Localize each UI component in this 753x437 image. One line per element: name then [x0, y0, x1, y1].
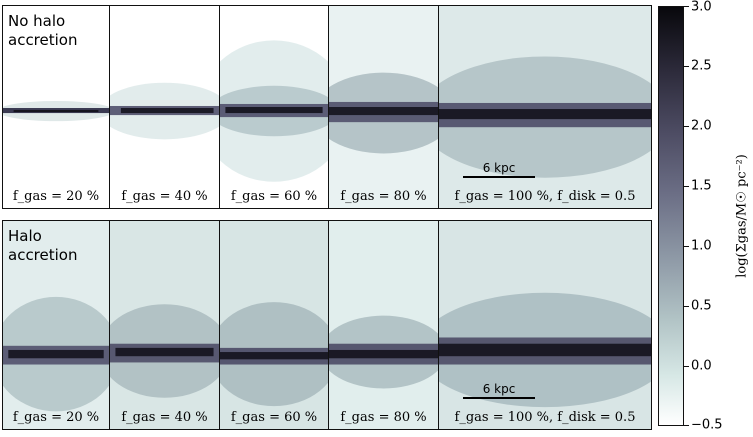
- colorbar-tick-label: 0.0: [691, 358, 712, 374]
- panel-no-halo-fgas-80: f_gas = 80 %: [329, 6, 439, 208]
- row-halo-accretion: Halo accretion f_gas = 20 % f_gas = 40 %…: [2, 220, 652, 430]
- scale-bar-label: 6 kpc: [482, 161, 516, 175]
- row-no-halo-accretion: No halo accretion f_gas = 20 % f_gas = 4…: [2, 5, 652, 209]
- colorbar-tick-label: 1.0: [691, 238, 712, 254]
- scale-bar-label: 6 kpc: [482, 382, 516, 396]
- panel-label: f_gas = 20 %: [12, 189, 100, 204]
- colorbar-tick: [684, 246, 689, 247]
- panel-halo-fgas-80: f_gas = 80 %: [329, 221, 439, 429]
- panel-label: f_gas = 80 %: [340, 410, 427, 425]
- scale-bar: 6 kpc: [463, 161, 535, 178]
- scale-bar: 6 kpc: [463, 382, 535, 399]
- colorbar-label: log(Σgas/M☉ pc⁻²): [734, 154, 750, 278]
- colorbar-tick-label: 1.5: [691, 178, 712, 194]
- panel-label: f_gas = 60 %: [230, 410, 318, 425]
- panel-label: f_gas = 60 %: [230, 189, 318, 204]
- colorbar-tick: [684, 425, 689, 426]
- panel-halo-fgas-100: 6 kpc f_gas = 100 %, f_disk = 0.5: [439, 221, 651, 429]
- colorbar-tick-label: 0.5: [691, 298, 712, 314]
- panel-label: f_gas = 40 %: [121, 189, 208, 204]
- panel-halo-fgas-40: f_gas = 40 %: [110, 221, 220, 429]
- colorbar-tick: [684, 306, 689, 307]
- row-label-no-halo: No halo accretion: [8, 12, 78, 49]
- colorbar-tick: [684, 66, 689, 67]
- colorbar-tick-label: 2.5: [691, 58, 712, 74]
- panel-label: f_gas = 40 %: [121, 410, 208, 425]
- scale-bar-line: [463, 397, 535, 399]
- scale-bar-line: [463, 176, 535, 178]
- panel-label: f_gas = 100 %, f_disk = 0.5: [454, 189, 636, 204]
- panel-no-halo-fgas-20: No halo accretion f_gas = 20 %: [3, 6, 110, 208]
- colorbar-tick: [684, 126, 689, 127]
- panel-no-halo-fgas-100: 6 kpc f_gas = 100 %, f_disk = 0.5: [439, 6, 651, 208]
- panel-label: f_gas = 20 %: [12, 410, 100, 425]
- panel-halo-fgas-60: f_gas = 60 %: [220, 221, 329, 429]
- row-label-halo: Halo accretion: [8, 227, 78, 264]
- colorbar-tick-label: 3.0: [691, 0, 712, 15]
- panel-halo-fgas-20: Halo accretion f_gas = 20 %: [3, 221, 110, 429]
- panel-no-halo-fgas-60: f_gas = 60 %: [220, 6, 329, 208]
- colorbar-tick: [684, 366, 689, 367]
- colorbar-tick: [684, 6, 689, 7]
- colorbar-tick-label: −0.5: [691, 417, 723, 433]
- colorbar-tick-label: 2.0: [691, 118, 712, 134]
- panel-label: f_gas = 80 %: [340, 189, 427, 204]
- panel-label: f_gas = 100 %, f_disk = 0.5: [454, 410, 636, 425]
- colorbar-tick: [684, 186, 689, 187]
- panel-no-halo-fgas-40: f_gas = 40 %: [110, 6, 220, 208]
- colorbar: [658, 6, 684, 426]
